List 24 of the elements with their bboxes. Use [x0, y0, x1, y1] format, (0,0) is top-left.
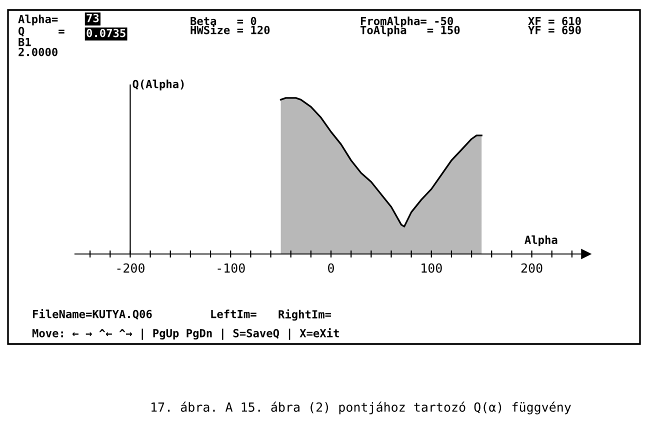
- text: Q =: [18, 26, 64, 37]
- x-tick-label: 0: [328, 263, 334, 273]
- text: 73: [86, 14, 99, 22]
- x-tick-label: -200: [117, 263, 144, 273]
- text: FileName=KUTYA.Q06: [32, 309, 152, 320]
- text: HWSize = 120: [190, 25, 270, 34]
- text: ToAlpha = 150: [360, 26, 460, 36]
- text: 0.0735: [86, 28, 126, 38]
- text: B1: [18, 38, 31, 46]
- text: 17. ábra. A 15. ábra (2) pontjához tartozó Q(α) függvény: [152, 402, 571, 414]
- x-tick-label: 100: [422, 263, 442, 273]
- text: XF = 610: [528, 16, 581, 26]
- x-tick-label: -100: [218, 263, 245, 273]
- text: Alpha=: [18, 14, 58, 26]
- text: FromAlpha= -50: [360, 16, 453, 28]
- text: Move: ← → ^← ^→ | PgUp PgDn | S=SaveQ | X=eXit: [32, 328, 339, 340]
- x-tick-label: 200: [521, 263, 542, 273]
- x-axis-title: Alpha: [524, 235, 558, 246]
- text: YF = 690: [528, 26, 581, 34]
- text: Beta = 0: [190, 16, 256, 26]
- y-axis-title: Q(Alpha): [132, 80, 184, 90]
- text: LeftIm=: [211, 310, 256, 318]
- text: 2.0000: [18, 48, 58, 56]
- text: RightIm=: [278, 309, 332, 321]
